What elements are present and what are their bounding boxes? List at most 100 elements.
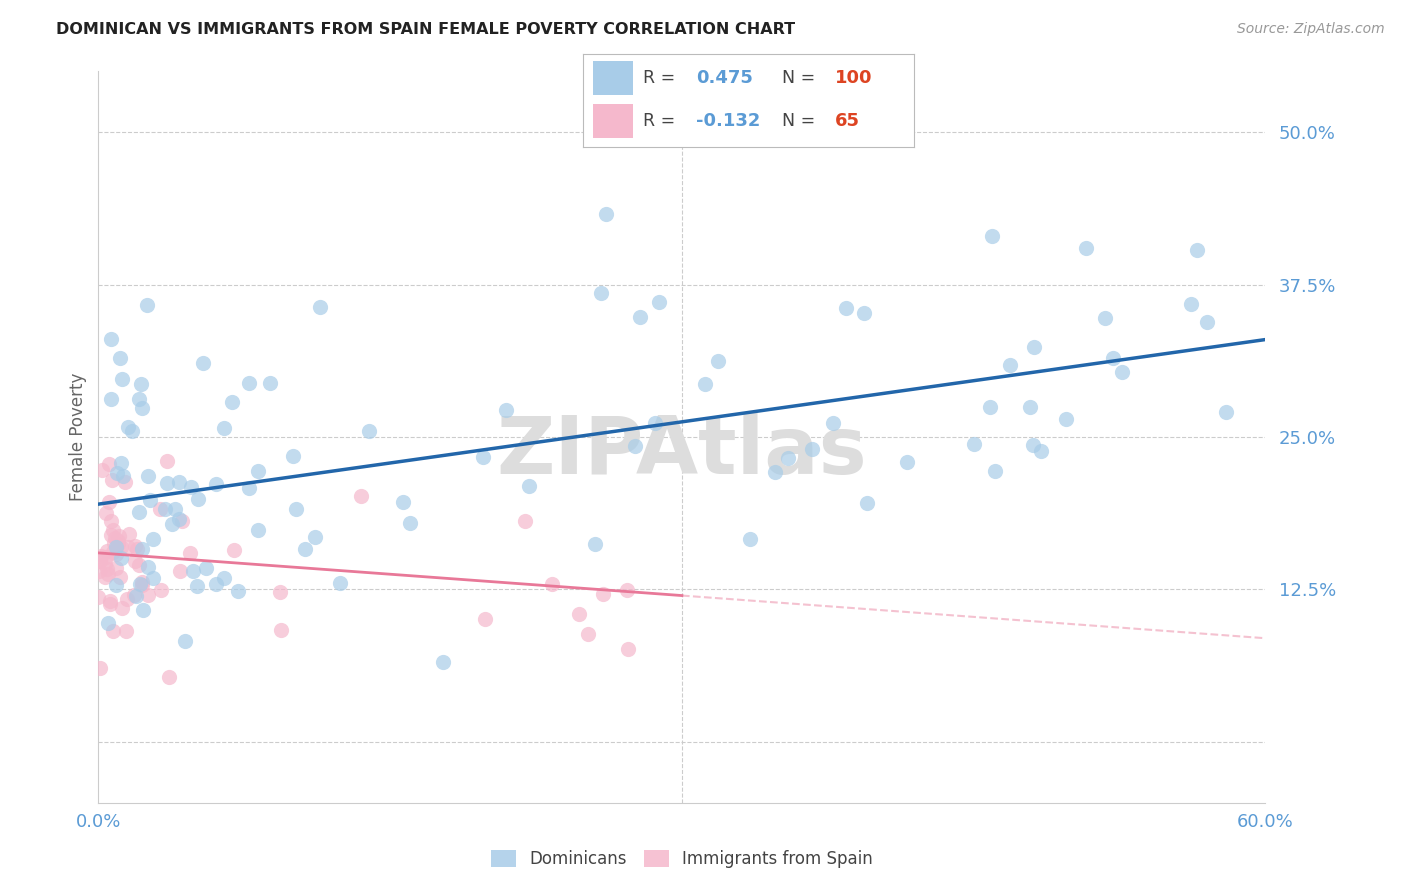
Point: [96, 549, 118, 564]
Point: [111, 372, 134, 386]
Point: [142, 571, 165, 585]
Point: [738, 532, 761, 546]
Point: [169, 565, 191, 579]
Point: [110, 540, 132, 554]
Point: [104, 531, 127, 545]
Point: [101, 624, 124, 638]
Point: [108, 529, 131, 543]
Point: [568, 607, 591, 622]
Point: [193, 355, 215, 369]
Point: [100, 527, 122, 541]
Point: [1094, 310, 1116, 325]
Point: [624, 439, 647, 453]
Point: [115, 592, 138, 607]
Point: [309, 301, 332, 315]
Point: [98, 594, 121, 608]
Point: [247, 524, 270, 538]
Point: [221, 395, 243, 409]
Point: [128, 505, 150, 519]
Text: 100: 100: [835, 69, 872, 87]
Point: [259, 376, 281, 390]
Point: [979, 400, 1001, 414]
Point: [269, 585, 291, 599]
Point: [105, 547, 128, 561]
Point: [90, 549, 112, 563]
Point: [1019, 401, 1042, 415]
Point: [132, 603, 155, 617]
Point: [131, 542, 153, 557]
Point: [285, 502, 308, 516]
Point: [1054, 411, 1077, 425]
Legend: Dominicans, Immigrants from Spain: Dominicans, Immigrants from Spain: [485, 844, 879, 875]
Text: 65: 65: [835, 112, 859, 130]
Point: [129, 576, 152, 591]
Point: [163, 501, 186, 516]
Point: [432, 655, 454, 669]
Point: [156, 454, 179, 468]
Point: [124, 540, 146, 554]
Text: DOMINICAN VS IMMIGRANTS FROM SPAIN FEMALE POVERTY CORRELATION CHART: DOMINICAN VS IMMIGRANTS FROM SPAIN FEMAL…: [56, 22, 796, 37]
Point: [155, 475, 177, 490]
Point: [96, 544, 118, 558]
Point: [149, 583, 172, 598]
Point: [194, 561, 217, 575]
Point: [114, 475, 136, 489]
Point: [592, 587, 614, 601]
Point: [89, 554, 111, 568]
Point: [87, 590, 110, 604]
Point: [122, 588, 145, 602]
Point: [238, 376, 260, 391]
Point: [583, 537, 606, 551]
Point: [472, 450, 495, 464]
Point: [107, 537, 129, 551]
Point: [170, 514, 193, 528]
Point: [540, 576, 562, 591]
Point: [984, 464, 1007, 478]
Point: [94, 506, 117, 520]
Point: [695, 376, 717, 391]
Text: R =: R =: [643, 69, 681, 87]
Point: [589, 286, 612, 301]
Point: [96, 562, 118, 576]
Point: [222, 543, 245, 558]
Text: R =: R =: [643, 112, 681, 130]
Point: [1111, 365, 1133, 379]
Point: [981, 228, 1004, 243]
Point: [226, 583, 249, 598]
Point: [117, 420, 139, 434]
Point: [98, 597, 121, 611]
Point: [644, 416, 666, 430]
Point: [763, 465, 786, 479]
Point: [131, 578, 153, 592]
Point: [157, 671, 180, 685]
Point: [647, 295, 669, 310]
Point: [138, 560, 160, 574]
Point: [160, 516, 183, 531]
Point: [97, 615, 120, 630]
Point: [294, 542, 316, 557]
Point: [204, 476, 226, 491]
Point: [1195, 315, 1218, 329]
Point: [1185, 243, 1208, 257]
Point: [103, 545, 125, 559]
Point: [204, 577, 226, 591]
Point: [128, 558, 150, 573]
Y-axis label: Female Poverty: Female Poverty: [69, 373, 87, 501]
Point: [91, 463, 114, 477]
Point: [212, 571, 235, 585]
Point: [349, 490, 371, 504]
Point: [1022, 438, 1045, 452]
Point: [576, 627, 599, 641]
Point: [149, 502, 172, 516]
Text: ZIPAtlas: ZIPAtlas: [496, 413, 868, 491]
Point: [1215, 405, 1237, 419]
Text: 0.475: 0.475: [696, 69, 752, 87]
Point: [98, 495, 121, 509]
Point: [180, 480, 202, 494]
Point: [214, 421, 236, 435]
Point: [104, 578, 127, 592]
Point: [131, 401, 153, 416]
Point: [110, 456, 132, 470]
Point: [94, 558, 117, 572]
Point: [1180, 297, 1202, 311]
